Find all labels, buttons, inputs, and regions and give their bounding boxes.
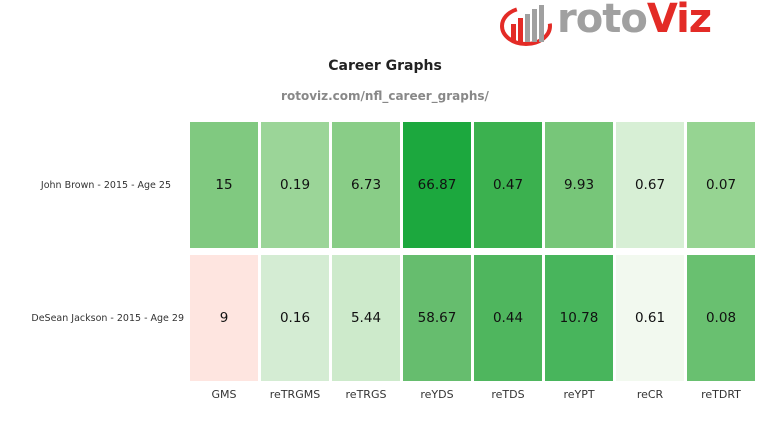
column-label: reTDRT <box>701 388 741 401</box>
column-label: GMS <box>211 388 237 401</box>
heatmap-cell: 0.16 <box>261 255 329 381</box>
heatmap-cell: 58.67 <box>403 255 471 381</box>
heatmap-cell: 10.78 <box>545 255 613 381</box>
heatmap-cell: 0.19 <box>261 122 329 248</box>
column-label: reYDS <box>420 388 454 401</box>
row-label: DeSean Jackson - 2015 - Age 29 <box>31 313 184 324</box>
bar-chart-logo-icon <box>500 5 552 46</box>
heatmap-cell: 15 <box>190 122 258 248</box>
logo-text: roto <box>557 0 648 42</box>
heatmap-cell: 0.07 <box>687 122 755 248</box>
rotoviz-logo: rotoViz <box>500 0 712 48</box>
chart-subtitle: rotoviz.com/nfl_career_graphs/ <box>281 89 489 103</box>
heatmap-cell: 9 <box>190 255 258 381</box>
heatmap-cell: 0.47 <box>474 122 542 248</box>
column-label: reCR <box>636 388 664 401</box>
heatmap-cell: 0.67 <box>616 122 684 248</box>
heatmap-cell: 5.44 <box>332 255 400 381</box>
chart-title: Career Graphs <box>328 58 442 74</box>
column-label: reYPT <box>563 388 595 401</box>
heatmap-cell: 0.61 <box>616 255 684 381</box>
column-label: reTRGS <box>345 388 387 401</box>
logo-text-accent: Viz <box>646 0 712 42</box>
heatmap-cell: 6.73 <box>332 122 400 248</box>
column-label: reTDS <box>491 388 525 401</box>
heatmap-cell: 0.44 <box>474 255 542 381</box>
heatmap-cell: 9.93 <box>545 122 613 248</box>
heatmap-cell: 66.87 <box>403 122 471 248</box>
heatmap-cell: 0.08 <box>687 255 755 381</box>
column-label: reTRGMS <box>269 388 321 401</box>
row-label: John Brown - 2015 - Age 25 <box>40 180 171 191</box>
